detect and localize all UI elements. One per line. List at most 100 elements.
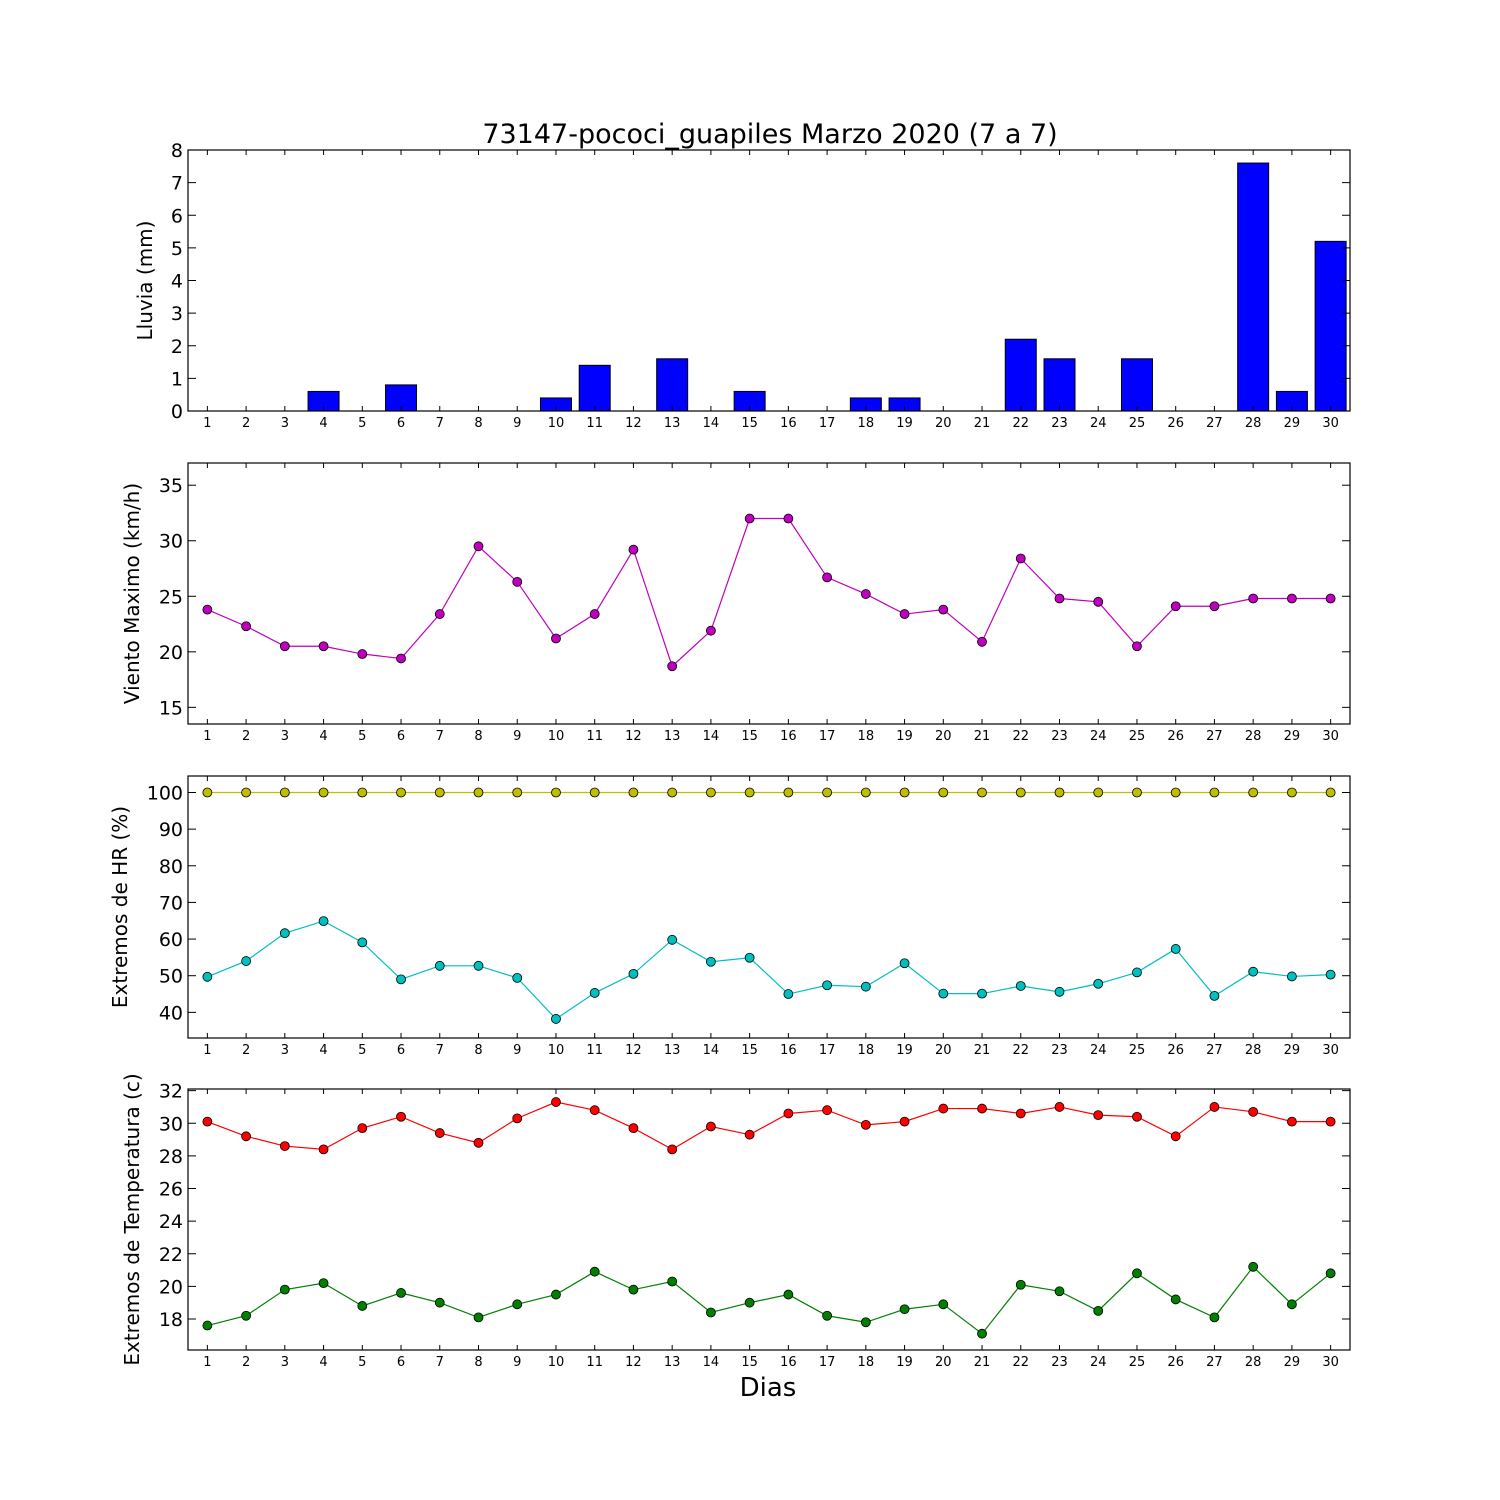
chart-title: 73147-pococi_guapiles Marzo 2020 (7 a 7) bbox=[482, 119, 1057, 150]
subplot-temperature: 1 2 3 4 5 6 7 8 9 10 11 12 13 14 15 16 17 18 19 20 21 22 23 24 2… bbox=[120, 1073, 1351, 1370]
humidity-series-1-point-day-6 bbox=[396, 974, 406, 985]
x-tick-label: 26 bbox=[1167, 729, 1184, 744]
bar-day-11 bbox=[578, 364, 611, 412]
x-tick-label: 21 bbox=[974, 416, 991, 431]
humidity-series-1-point-day-22 bbox=[1015, 981, 1026, 991]
x-tick-label: 6 bbox=[397, 1355, 405, 1370]
x-tick-label: 10 bbox=[548, 1355, 565, 1370]
humidity-series-1-point-day-11 bbox=[589, 988, 600, 998]
wind-series-0-point-day-20 bbox=[938, 604, 949, 615]
temperature-series-1-point-day-6 bbox=[396, 1288, 406, 1298]
y-tick-label: 28 bbox=[159, 1146, 183, 1168]
humidity-series-1-point-day-16 bbox=[783, 989, 794, 999]
temperature-series-1-point-day-30 bbox=[1325, 1268, 1336, 1279]
x-tick-label: 22 bbox=[1012, 729, 1029, 744]
humidity-series-0-point-day-26 bbox=[1170, 787, 1181, 798]
x-tick-label: 19 bbox=[896, 1043, 913, 1058]
y-tick-label: 60 bbox=[159, 929, 183, 951]
x-tick-label: 29 bbox=[1284, 729, 1301, 744]
x-tick-label: 1 bbox=[203, 729, 211, 744]
x-tick-label: 7 bbox=[436, 1043, 444, 1058]
x-tick-label: 16 bbox=[780, 1043, 797, 1058]
humidity-series-0-point-day-9 bbox=[512, 787, 523, 798]
x-tick-label: 19 bbox=[896, 416, 913, 431]
temperature-series-1-point-day-23 bbox=[1054, 1286, 1065, 1297]
temperature-series-1-point-day-2 bbox=[241, 1310, 252, 1321]
wind-series-0-point-day-29 bbox=[1287, 593, 1297, 604]
temperature-series-0-point-day-29 bbox=[1287, 1116, 1297, 1127]
temperature-series-0-point-day-25 bbox=[1132, 1111, 1142, 1122]
y-tick-label: 100 bbox=[147, 782, 183, 804]
humidity-series-0-point-day-14 bbox=[706, 787, 716, 798]
wind-series-0-point-day-24 bbox=[1093, 596, 1104, 607]
humidity-axes-frame bbox=[187, 775, 1351, 1039]
x-tick-label: 13 bbox=[664, 416, 681, 431]
x-tick-label: 25 bbox=[1129, 416, 1146, 431]
y-tick-label: 50 bbox=[159, 966, 183, 988]
x-tick-label: 5 bbox=[358, 1355, 366, 1370]
x-tick-label: 25 bbox=[1129, 1043, 1146, 1058]
humidity-series-0-point-day-12 bbox=[628, 787, 639, 798]
x-tick-label: 22 bbox=[1012, 1043, 1029, 1058]
y-tick-label: 2 bbox=[171, 336, 183, 358]
y-tick-label: 1 bbox=[171, 368, 183, 390]
humidity-series-0-point-day-27 bbox=[1209, 787, 1220, 798]
wind-series-0-point-day-7 bbox=[434, 609, 445, 619]
x-tick-label: 30 bbox=[1322, 1355, 1339, 1370]
temperature-series-0-line bbox=[207, 1101, 1331, 1151]
humidity-series-1-point-day-17 bbox=[822, 980, 832, 991]
temperature-series-1-point-day-26 bbox=[1170, 1294, 1181, 1305]
x-tick-label: 15 bbox=[741, 416, 758, 431]
y-tick-label: 35 bbox=[159, 475, 183, 497]
humidity-series-1-point-day-29 bbox=[1287, 971, 1297, 982]
x-tick-label: 15 bbox=[741, 729, 758, 744]
temperature-series-0-point-day-14 bbox=[706, 1121, 716, 1132]
temperature-axes-frame bbox=[187, 1088, 1351, 1351]
wind-series-0-point-day-21 bbox=[977, 636, 987, 647]
x-tick-label: 13 bbox=[664, 1355, 681, 1370]
humidity-series-1-point-day-7 bbox=[434, 960, 445, 971]
wind-y-axis-label: Viento Maximo (km/h) bbox=[120, 483, 144, 704]
humidity-series-1-point-day-8 bbox=[473, 960, 484, 971]
x-tick-label: 19 bbox=[896, 729, 913, 744]
temperature-series-1-point-day-7 bbox=[434, 1297, 445, 1308]
wind-series-0-point-day-3 bbox=[279, 641, 290, 652]
x-tick-label: 4 bbox=[319, 416, 327, 431]
wind-series-0-point-day-13 bbox=[667, 661, 678, 672]
subplot-rain: 1 2 3 4 5 6 7 8 9 10 11 12 13 14 15 16 17 18 19 20 21 22 23 24 2… bbox=[133, 140, 1351, 431]
x-tick-label: 4 bbox=[319, 729, 327, 744]
humidity-series-1-point-day-1 bbox=[202, 971, 213, 982]
humidity-series-0-point-day-7 bbox=[434, 787, 445, 798]
wind-series-0-point-day-1 bbox=[202, 604, 213, 615]
humidity-series-0-point-day-19 bbox=[899, 787, 910, 798]
humidity-series-0-point-day-15 bbox=[744, 787, 755, 798]
x-tick-label: 6 bbox=[397, 729, 405, 744]
humidity-series-1-point-day-13 bbox=[667, 934, 678, 945]
wind-series-0-point-day-10 bbox=[551, 633, 561, 644]
x-tick-label: 21 bbox=[974, 1355, 991, 1370]
temperature-series-1-point-day-25 bbox=[1132, 1268, 1142, 1279]
x-tick-label: 12 bbox=[625, 416, 642, 431]
temperature-series-0-point-day-27 bbox=[1209, 1102, 1220, 1112]
humidity-series-0-point-day-22 bbox=[1015, 787, 1026, 798]
temperature-series-1-line bbox=[207, 1265, 1332, 1335]
x-tick-label: 29 bbox=[1284, 1043, 1301, 1058]
temperature-series-1-point-day-20 bbox=[938, 1299, 949, 1310]
temperature-series-0-point-day-30 bbox=[1325, 1116, 1336, 1127]
y-tick-label: 18 bbox=[159, 1309, 183, 1331]
wind-series-0-point-day-11 bbox=[589, 609, 600, 619]
humidity-series-0-point-day-20 bbox=[938, 787, 949, 798]
x-tick-label: 21 bbox=[974, 1043, 991, 1058]
humidity-series-0-point-day-30 bbox=[1325, 787, 1336, 798]
humidity-series-0-point-day-28 bbox=[1248, 787, 1259, 798]
x-tick-label: 17 bbox=[819, 729, 836, 744]
humidity-series-1-point-day-2 bbox=[241, 956, 252, 966]
humidity-series-1-point-day-14 bbox=[706, 956, 716, 967]
x-tick-label: 14 bbox=[703, 1043, 720, 1058]
temperature-series-1-point-day-12 bbox=[628, 1284, 639, 1295]
temperature-series-0-point-day-1 bbox=[202, 1116, 213, 1127]
bar-day-30 bbox=[1314, 240, 1347, 412]
humidity-series-0-point-day-6 bbox=[396, 787, 406, 798]
temperature-series-0-point-day-15 bbox=[744, 1129, 755, 1140]
